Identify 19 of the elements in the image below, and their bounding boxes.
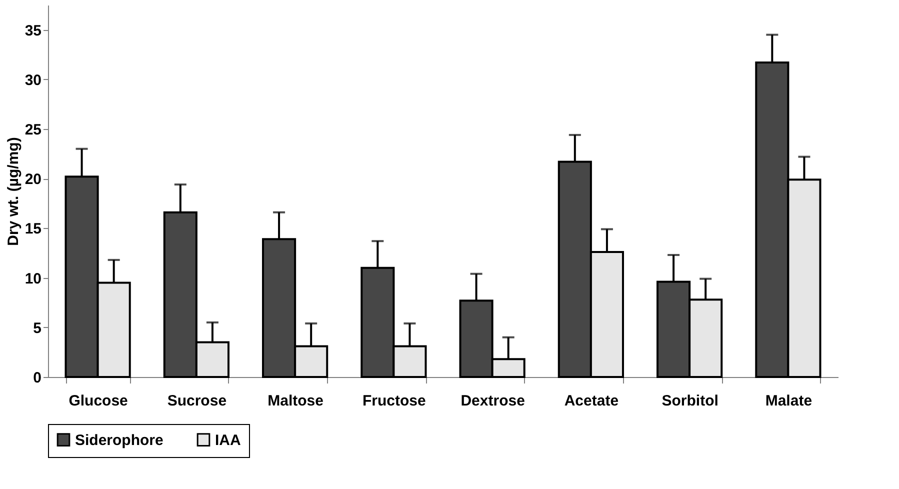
x-tick-label: Malate xyxy=(765,392,812,410)
x-tick-label: Glucose xyxy=(68,392,128,410)
y-tick-label: 35 xyxy=(24,22,42,40)
y-tick-label: 0 xyxy=(33,370,42,386)
y-tick-label: 25 xyxy=(24,122,42,138)
y-axis-title: Dry wt. (µg/mg) xyxy=(4,137,22,246)
x-tick-label: Sorbitol xyxy=(662,392,718,410)
x-tick-label: Sucrose xyxy=(167,392,227,410)
x-tick-label: Dextrose xyxy=(460,392,525,410)
y-tick-label: 10 xyxy=(24,270,42,288)
x-tick-label: Maltose xyxy=(268,392,324,410)
legend-label: Siderophore xyxy=(75,432,164,449)
x-tick-label: Fructose xyxy=(362,392,426,410)
x-tick-label: Acetate xyxy=(564,392,619,410)
y-tick-label: 20 xyxy=(24,171,42,188)
y-tick-label: 30 xyxy=(24,72,42,89)
y-tick-label: 5 xyxy=(33,320,42,337)
y-tick-label: 15 xyxy=(24,220,42,238)
legend-label: IAA xyxy=(215,432,241,449)
